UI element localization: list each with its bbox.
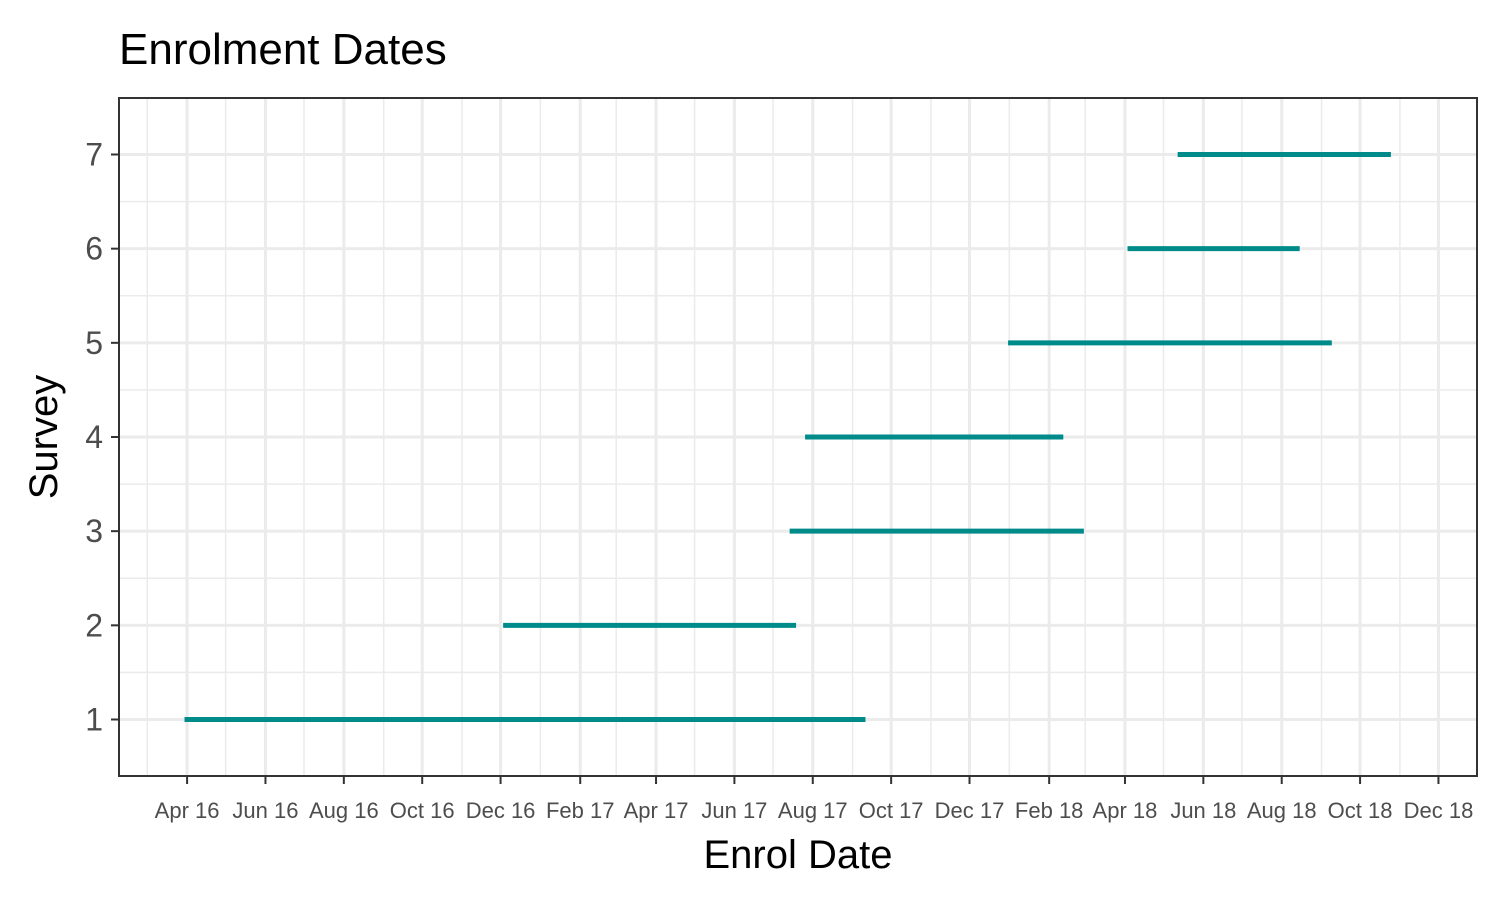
y-axis: 1 2 3 4 5 6 7 <box>85 137 119 738</box>
x-tick-label: Feb 18 <box>1015 798 1084 823</box>
x-axis-title: Enrol Date <box>704 833 893 877</box>
y-axis-title: Survey <box>22 375 66 500</box>
x-tick-label: Jun 18 <box>1170 798 1236 823</box>
y-tick-label: 6 <box>85 231 103 267</box>
chart-title: Enrolment Dates <box>119 25 447 74</box>
x-tick-label: Apr 18 <box>1093 798 1158 823</box>
y-tick-label: 7 <box>85 137 103 173</box>
x-tick-label: Oct 16 <box>390 798 455 823</box>
x-tick-label: Dec 18 <box>1404 798 1474 823</box>
x-tick-label: Oct 18 <box>1328 798 1393 823</box>
y-tick-label: 2 <box>85 607 103 643</box>
y-tick-label: 1 <box>85 702 103 738</box>
x-tick-label: Aug 17 <box>778 798 848 823</box>
x-tick-label: Jun 16 <box>232 798 298 823</box>
y-tick-label: 5 <box>85 325 103 361</box>
x-tick-label: Dec 16 <box>466 798 536 823</box>
x-tick-label: Apr 17 <box>624 798 689 823</box>
grid-lines <box>119 98 1477 776</box>
x-tick-label: Jun 17 <box>701 798 767 823</box>
x-tick-label: Apr 16 <box>155 798 220 823</box>
x-tick-label: Oct 17 <box>859 798 924 823</box>
segments-layer <box>184 152 1391 722</box>
x-tick-label: Aug 16 <box>309 798 379 823</box>
y-tick-label: 4 <box>85 419 103 455</box>
x-tick-label: Aug 18 <box>1247 798 1317 823</box>
x-tick-label: Feb 17 <box>546 798 615 823</box>
x-tick-label: Dec 17 <box>935 798 1005 823</box>
y-tick-label: 3 <box>85 513 103 549</box>
x-axis: Apr 16 Jun 16 Aug 16 Oct 16 Dec 16 Feb 17 Apr … <box>155 776 1474 823</box>
